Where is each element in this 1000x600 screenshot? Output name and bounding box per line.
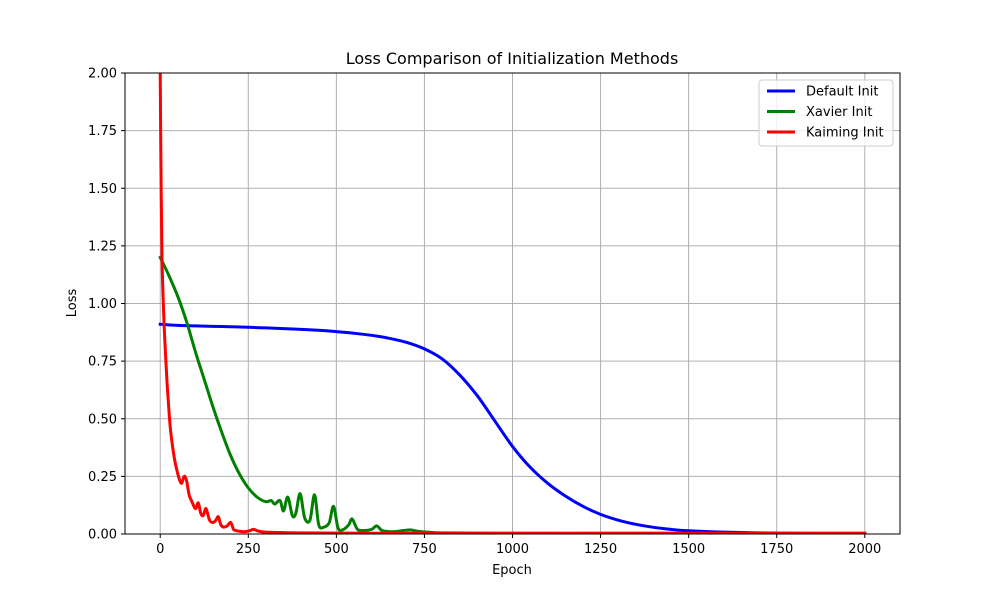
y-tick-label: 1.50 [88,182,117,197]
x-tick-label: 1750 [760,542,793,557]
x-tick-label: 1000 [496,542,529,557]
y-axis-label: Loss [65,289,80,318]
y-tick-label: 0.25 [88,470,117,485]
y-axis-ticks: 0.00 0.25 0.50 0.75 1.00 1.25 1.50 1.75 2.00 [88,67,125,543]
x-tick-label: 750 [412,542,437,557]
x-tick-label: 0 [156,542,164,557]
y-tick-label: 2.00 [88,67,117,82]
x-tick-label: 1250 [584,542,617,557]
y-tick-label: 0.75 [88,355,117,370]
legend-box [758,79,894,147]
y-tick-label: 1.00 [88,297,117,312]
y-tick-label: 0.00 [88,528,117,543]
series-lines [158,73,867,534]
legend-label-kaiming-init: Kaiming Init [806,126,884,141]
legend-label-xavier-init: Xavier Init [806,105,872,120]
x-axis-label: Epoch [492,563,532,578]
legend-label-default-init: Default Init [806,85,878,100]
y-tick-label: 1.75 [88,124,117,139]
x-tick-label: 2000 [848,542,881,557]
chart-title: Loss Comparison of Initialization Method… [346,49,679,68]
x-tick-label: 250 [236,542,261,557]
x-tick-label: 500 [324,542,349,557]
series-line-kaiming-init [158,73,867,534]
y-tick-label: 0.50 [88,412,117,427]
legend: Default Init Xavier Init Kaiming Init [758,79,894,147]
series-line-default-init [158,322,867,534]
x-tick-label: 1500 [672,542,705,557]
x-axis-ticks: 0 250 500 750 1000 1250 1500 1750 2000 [156,534,881,557]
y-tick-label: 1.25 [88,239,117,254]
